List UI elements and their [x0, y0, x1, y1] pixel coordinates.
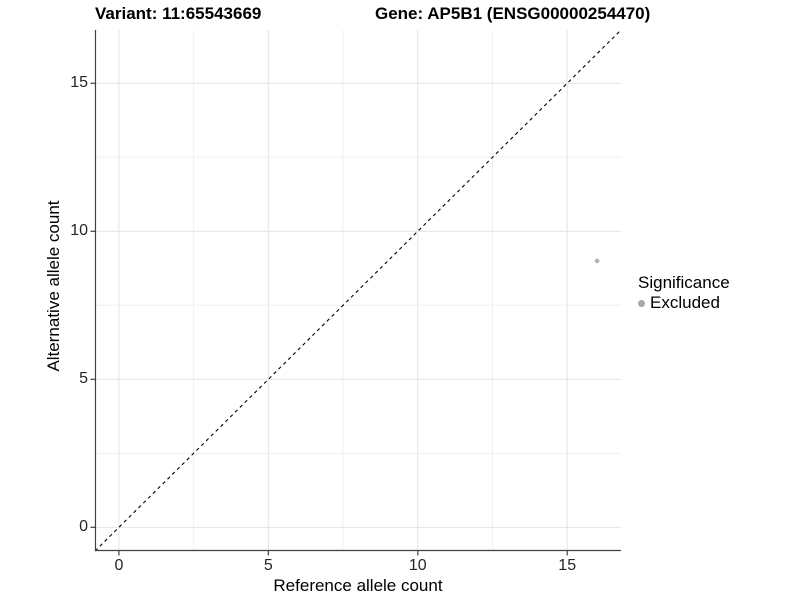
x-axis-title: Reference allele count: [273, 576, 443, 595]
y-tick-label: 0: [79, 518, 88, 536]
y-axis-title: Alternative allele count: [44, 200, 63, 372]
legend: Significance Excluded: [638, 273, 730, 312]
y-tick-label: 15: [70, 74, 88, 92]
variant-title: Variant: 11:65543669: [95, 4, 262, 23]
x-tick-label: 15: [558, 557, 577, 574]
plot-panel: [90, 29, 622, 556]
plot-canvas: [90, 29, 622, 556]
x-tick-label: 10: [408, 557, 427, 574]
legend-item-excluded: Excluded: [638, 294, 730, 312]
identity-reference-line: [94, 29, 622, 552]
data-point: [594, 258, 600, 264]
y-tick-label: 10: [70, 222, 88, 240]
gene-title: Gene: AP5B1 (ENSG00000254470): [375, 4, 651, 23]
legend-point-icon: [638, 299, 645, 307]
x-tick-label: 0: [114, 557, 124, 574]
x-tick-label: 5: [263, 557, 273, 574]
legend-title: Significance: [638, 273, 730, 292]
legend-item-label: Excluded: [650, 293, 720, 312]
y-tick-label: 5: [79, 370, 88, 388]
